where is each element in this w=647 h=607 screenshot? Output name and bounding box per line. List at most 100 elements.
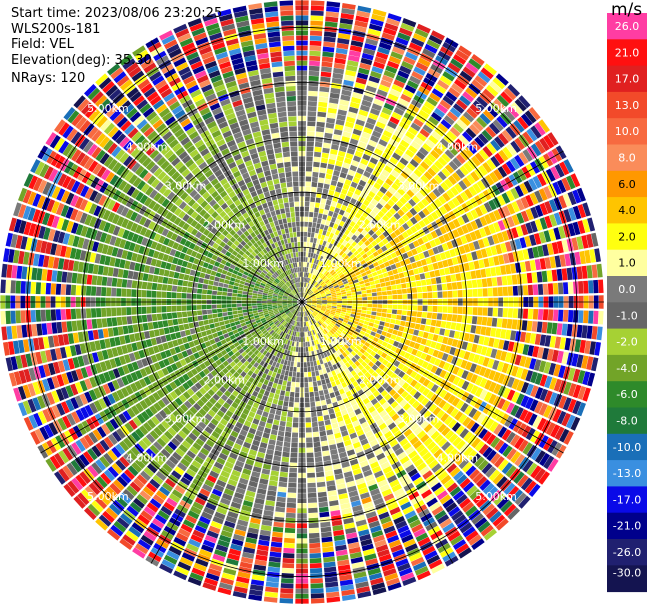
gate-cell bbox=[368, 254, 375, 260]
gate-cell bbox=[474, 168, 484, 179]
gate-cell bbox=[317, 272, 322, 277]
gate-cell bbox=[323, 561, 336, 568]
gate-cell bbox=[343, 254, 350, 261]
gate-cell bbox=[318, 279, 323, 284]
gate-cell bbox=[306, 303, 312, 306]
gate-cell bbox=[519, 261, 527, 273]
gate-cell bbox=[351, 292, 357, 296]
gate-cell bbox=[362, 297, 368, 301]
gate-cell bbox=[325, 475, 335, 482]
gate-cell bbox=[348, 339, 354, 345]
gate-cell bbox=[455, 323, 462, 331]
gate-cell bbox=[426, 96, 438, 107]
gate-cell bbox=[338, 28, 352, 35]
gate-cell bbox=[443, 233, 451, 242]
gate-cell bbox=[422, 124, 433, 134]
gate-cell bbox=[385, 178, 394, 186]
gate-cell bbox=[309, 391, 315, 397]
gate-cell bbox=[331, 309, 336, 312]
gate-cell bbox=[372, 304, 378, 308]
gate-cell bbox=[435, 367, 443, 376]
gate-cell bbox=[304, 287, 307, 293]
gate-cell bbox=[326, 247, 331, 254]
gate-cell bbox=[321, 282, 326, 287]
gate-cell bbox=[516, 380, 525, 392]
gate-cell bbox=[389, 207, 397, 215]
gate-cell bbox=[322, 276, 328, 282]
gate-cell bbox=[482, 237, 490, 247]
gate-cell bbox=[364, 225, 371, 233]
gate-cell bbox=[426, 233, 434, 241]
gate-cell bbox=[533, 233, 542, 245]
gate-cell bbox=[317, 182, 324, 189]
gate-cell bbox=[381, 74, 394, 84]
gate-cell bbox=[497, 398, 506, 410]
gate-cell bbox=[322, 269, 327, 274]
gate-cell bbox=[349, 283, 355, 288]
gate-cell bbox=[220, 325, 226, 331]
gate-cell bbox=[398, 272, 405, 279]
gate-cell bbox=[326, 480, 336, 487]
gate-cell bbox=[272, 382, 278, 389]
gate-cell bbox=[288, 482, 297, 488]
gate-cell bbox=[342, 131, 352, 138]
gate-cell bbox=[352, 323, 358, 328]
gate-cell bbox=[563, 209, 572, 223]
gate-cell bbox=[358, 141, 367, 149]
gate-cell bbox=[217, 330, 223, 337]
gate-cell bbox=[371, 66, 384, 74]
gate-cell bbox=[528, 413, 538, 426]
gate-cell bbox=[435, 386, 443, 396]
gate-cell bbox=[478, 149, 489, 161]
gate-cell bbox=[306, 283, 309, 288]
gate-cell bbox=[416, 164, 426, 174]
gate-cell bbox=[503, 109, 516, 122]
gate-cell bbox=[432, 188, 442, 198]
gate-cell bbox=[280, 369, 286, 376]
gate-cell bbox=[401, 231, 409, 239]
gate-cell bbox=[527, 284, 534, 296]
gate-cell bbox=[501, 362, 509, 374]
gate-cell bbox=[446, 354, 454, 363]
gate-cell bbox=[413, 268, 420, 275]
gate-cell bbox=[352, 303, 357, 307]
gate-cell bbox=[464, 405, 473, 416]
gate-cell bbox=[408, 242, 416, 250]
gate-cell bbox=[352, 30, 366, 38]
gate-cell bbox=[398, 27, 413, 37]
gate-cell bbox=[366, 347, 373, 354]
gate-cell bbox=[402, 252, 409, 260]
gate-cell bbox=[312, 222, 317, 228]
gate-cell bbox=[325, 231, 331, 237]
gate-cell bbox=[317, 278, 322, 283]
gate-cell bbox=[389, 323, 395, 329]
gate-cell bbox=[431, 284, 438, 292]
gate-cell bbox=[340, 311, 346, 315]
gate-cell bbox=[334, 207, 340, 214]
gate-cell bbox=[348, 281, 354, 285]
gate-cell bbox=[518, 152, 529, 165]
gate-cell bbox=[361, 307, 367, 311]
gate-cell bbox=[488, 370, 496, 381]
gate-cell bbox=[293, 417, 299, 423]
gate-cell bbox=[341, 305, 347, 308]
gate-cell bbox=[416, 151, 426, 160]
gate-cell bbox=[447, 175, 457, 185]
gate-cell bbox=[341, 291, 347, 295]
gate-cell bbox=[534, 204, 544, 217]
gate-cell bbox=[404, 244, 411, 252]
gate-cell bbox=[330, 256, 336, 262]
gate-cell bbox=[473, 240, 481, 250]
gate-cell bbox=[386, 161, 396, 169]
gate-cell bbox=[323, 252, 329, 258]
gate-cell bbox=[553, 197, 563, 211]
gate-cell bbox=[309, 542, 321, 549]
gate-cell bbox=[354, 123, 364, 131]
gate-cell bbox=[313, 281, 318, 286]
gate-cell bbox=[536, 173, 547, 187]
gate-cell bbox=[364, 341, 371, 348]
gate-cell bbox=[329, 500, 339, 507]
gate-cell bbox=[371, 307, 377, 312]
gate-cell bbox=[525, 194, 534, 207]
gate-cell bbox=[487, 307, 493, 317]
